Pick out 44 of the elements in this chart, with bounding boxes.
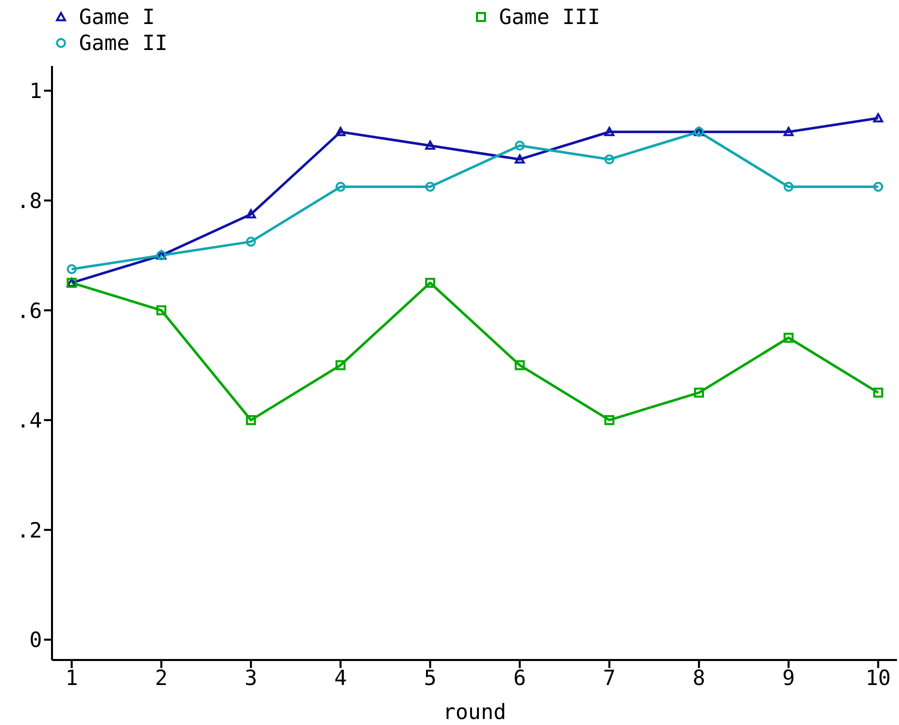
point xyxy=(336,360,346,370)
point xyxy=(604,126,614,136)
point xyxy=(336,182,346,192)
x-tick-label: 10 xyxy=(866,666,891,690)
point xyxy=(246,236,256,247)
x-tick-label: 7 xyxy=(603,666,616,690)
point xyxy=(66,264,77,274)
x-axis-title: round xyxy=(442,700,506,724)
y-tick-label: .4 xyxy=(16,408,42,433)
point xyxy=(514,360,525,370)
y-tick-label: 1 xyxy=(29,79,42,104)
x-tick-label: 1 xyxy=(65,666,78,690)
x-tick-label: 6 xyxy=(513,666,526,690)
point xyxy=(514,140,525,151)
point xyxy=(604,154,614,164)
legend-label: Game I xyxy=(79,4,155,30)
x-tick-label: 8 xyxy=(692,666,706,690)
point xyxy=(873,182,884,192)
point xyxy=(694,388,704,398)
point xyxy=(425,278,436,288)
y-tick-label: .2 xyxy=(16,518,42,542)
point xyxy=(425,140,436,150)
point xyxy=(784,332,794,343)
y-tick-label: .8 xyxy=(16,188,42,213)
y-tick-label: 0 xyxy=(29,628,42,652)
point xyxy=(784,182,794,192)
point xyxy=(156,305,166,316)
x-tick-label: 2 xyxy=(154,666,168,690)
x-tick-label: 4 xyxy=(334,666,347,690)
point xyxy=(425,182,436,192)
x-tick-label: 9 xyxy=(782,666,795,690)
point xyxy=(514,154,525,164)
point xyxy=(873,388,884,398)
point xyxy=(873,113,884,122)
point xyxy=(246,415,256,426)
point xyxy=(336,126,346,136)
legend-label: Game III xyxy=(499,4,600,30)
x-tick-label: 3 xyxy=(244,666,258,690)
legend-label: Game II xyxy=(79,30,168,56)
point xyxy=(246,209,256,218)
point xyxy=(604,415,614,426)
y-tick-label: .6 xyxy=(16,298,42,323)
x-tick-label: 5 xyxy=(424,666,436,690)
point xyxy=(784,126,794,136)
